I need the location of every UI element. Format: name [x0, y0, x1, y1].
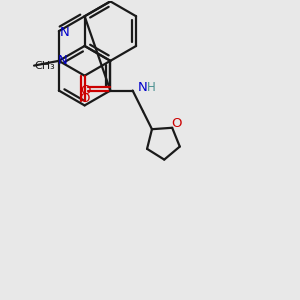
Text: N: N [58, 54, 67, 67]
Text: N: N [59, 26, 69, 39]
Text: O: O [80, 84, 90, 97]
Text: N: N [137, 81, 147, 94]
Text: CH₃: CH₃ [34, 61, 55, 70]
Text: H: H [147, 81, 155, 94]
Text: O: O [80, 92, 90, 105]
Text: O: O [171, 117, 182, 130]
